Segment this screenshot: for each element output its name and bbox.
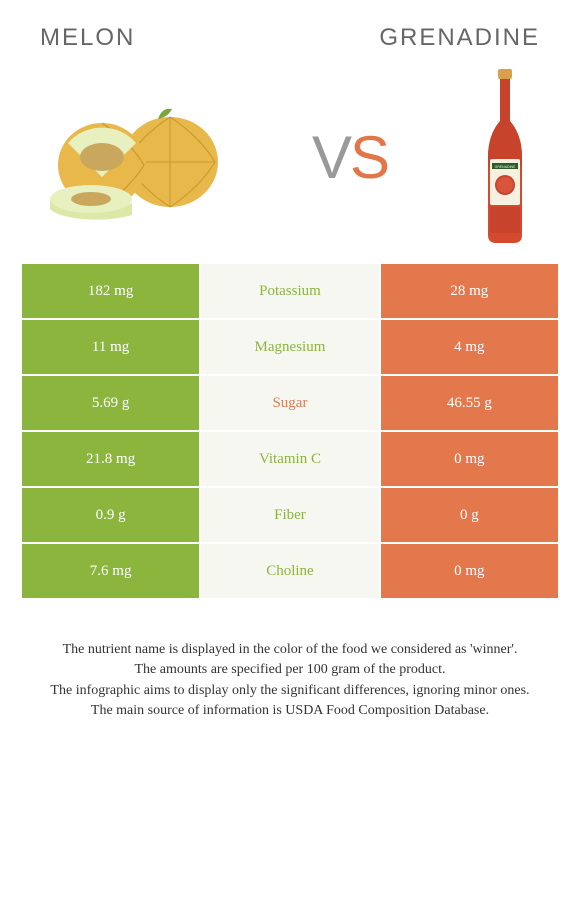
nutrient-right-value: 0 mg xyxy=(380,431,559,487)
nutrient-right-value: 28 mg xyxy=(380,263,559,319)
table-row: 182 mgPotassium28 mg xyxy=(21,263,559,319)
vs-label: VS xyxy=(312,123,388,192)
footer-line-4: The main source of information is USDA F… xyxy=(20,701,560,721)
table-row: 5.69 gSugar46.55 g xyxy=(21,375,559,431)
nutrient-right-value: 0 mg xyxy=(380,543,559,599)
nutrient-name: Vitamin C xyxy=(200,431,379,487)
title-left: MELON xyxy=(40,24,135,52)
footer-line-1: The nutrient name is displayed in the co… xyxy=(20,640,560,660)
table-row: 7.6 mgCholine0 mg xyxy=(21,543,559,599)
table-row: 0.9 gFiber0 g xyxy=(21,487,559,543)
title-right: GRENADINE xyxy=(379,24,540,52)
nutrient-right-value: 46.55 g xyxy=(380,375,559,431)
nutrient-left-value: 7.6 mg xyxy=(21,543,200,599)
footer-line-2: The amounts are specified per 100 gram o… xyxy=(20,660,560,680)
nutrient-left-value: 21.8 mg xyxy=(21,431,200,487)
vs-v: V xyxy=(312,124,350,191)
nutrient-left-value: 5.69 g xyxy=(21,375,200,431)
nutrient-right-value: 0 g xyxy=(380,487,559,543)
nutrient-name: Magnesium xyxy=(200,319,379,375)
melon-icon xyxy=(40,87,230,227)
nutrient-right-value: 4 mg xyxy=(380,319,559,375)
table-row: 11 mgMagnesium4 mg xyxy=(21,319,559,375)
nutrient-name: Choline xyxy=(200,543,379,599)
nutrient-left-value: 11 mg xyxy=(21,319,200,375)
svg-text:GRENADINE: GRENADINE xyxy=(495,165,516,169)
nutrient-left-value: 0.9 g xyxy=(21,487,200,543)
titles-row: MELON GRENADINE xyxy=(0,0,580,62)
nutrient-table: 182 mgPotassium28 mg11 mgMagnesium4 mg5.… xyxy=(20,262,560,600)
grenadine-bottle-icon: GRENADINE xyxy=(470,67,540,247)
table-row: 21.8 mgVitamin C0 mg xyxy=(21,431,559,487)
footer-notes: The nutrient name is displayed in the co… xyxy=(0,600,580,721)
nutrient-name: Potassium xyxy=(200,263,379,319)
vs-s: S xyxy=(350,124,388,191)
footer-line-3: The infographic aims to display only the… xyxy=(20,681,560,701)
images-row: VS GRENADINE xyxy=(0,62,580,262)
nutrient-left-value: 182 mg xyxy=(21,263,200,319)
nutrient-name: Fiber xyxy=(200,487,379,543)
nutrient-name: Sugar xyxy=(200,375,379,431)
